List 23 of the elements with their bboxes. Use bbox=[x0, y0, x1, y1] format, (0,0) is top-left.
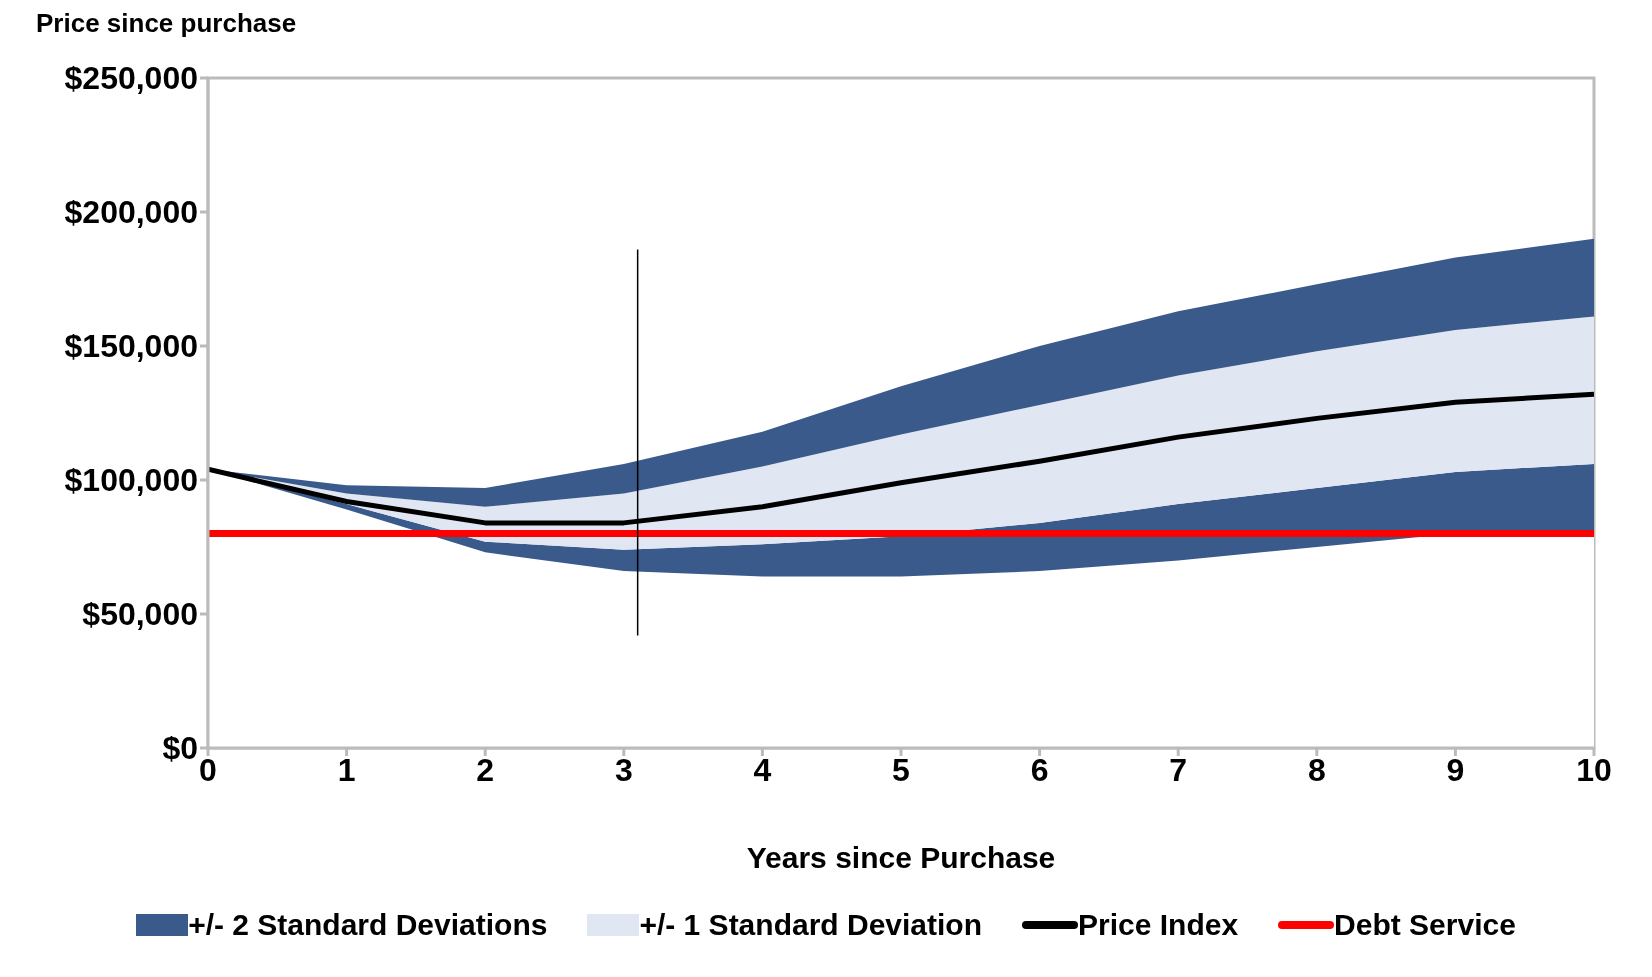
x-tick-label: 7 bbox=[1169, 751, 1188, 788]
x-tick-label: 0 bbox=[199, 751, 217, 788]
chart-title: Price since purchase bbox=[36, 8, 298, 38]
y-tick-label: $0 bbox=[162, 730, 198, 767]
legend-label: +/- 1 Standard Deviation bbox=[639, 908, 983, 942]
y-tick-label: $50,000 bbox=[82, 596, 198, 633]
legend-label: +/- 2 Standard Deviations bbox=[188, 908, 548, 942]
x-tick-label: 6 bbox=[1030, 751, 1049, 788]
x-tick-label: 9 bbox=[1446, 751, 1465, 788]
x-tick-label: 1 bbox=[337, 751, 356, 788]
x-tick-label: 3 bbox=[614, 751, 633, 788]
y-tick-label: $250,000 bbox=[64, 60, 198, 97]
x-tick-label: 10 bbox=[1576, 751, 1612, 788]
legend-label: Price Index bbox=[1078, 908, 1239, 942]
legend-label: Debt Service bbox=[1334, 908, 1516, 942]
x-axis-title: Years since Purchase bbox=[746, 841, 1056, 874]
x-tick-label: 4 bbox=[753, 751, 772, 788]
y-tick-label: $150,000 bbox=[64, 328, 198, 365]
y-tick-label: $200,000 bbox=[64, 194, 198, 231]
y-tick-label: $100,000 bbox=[64, 462, 198, 499]
x-tick-label: 5 bbox=[892, 751, 910, 788]
x-tick-label: 2 bbox=[476, 751, 495, 788]
x-tick-label: 8 bbox=[1307, 751, 1326, 788]
